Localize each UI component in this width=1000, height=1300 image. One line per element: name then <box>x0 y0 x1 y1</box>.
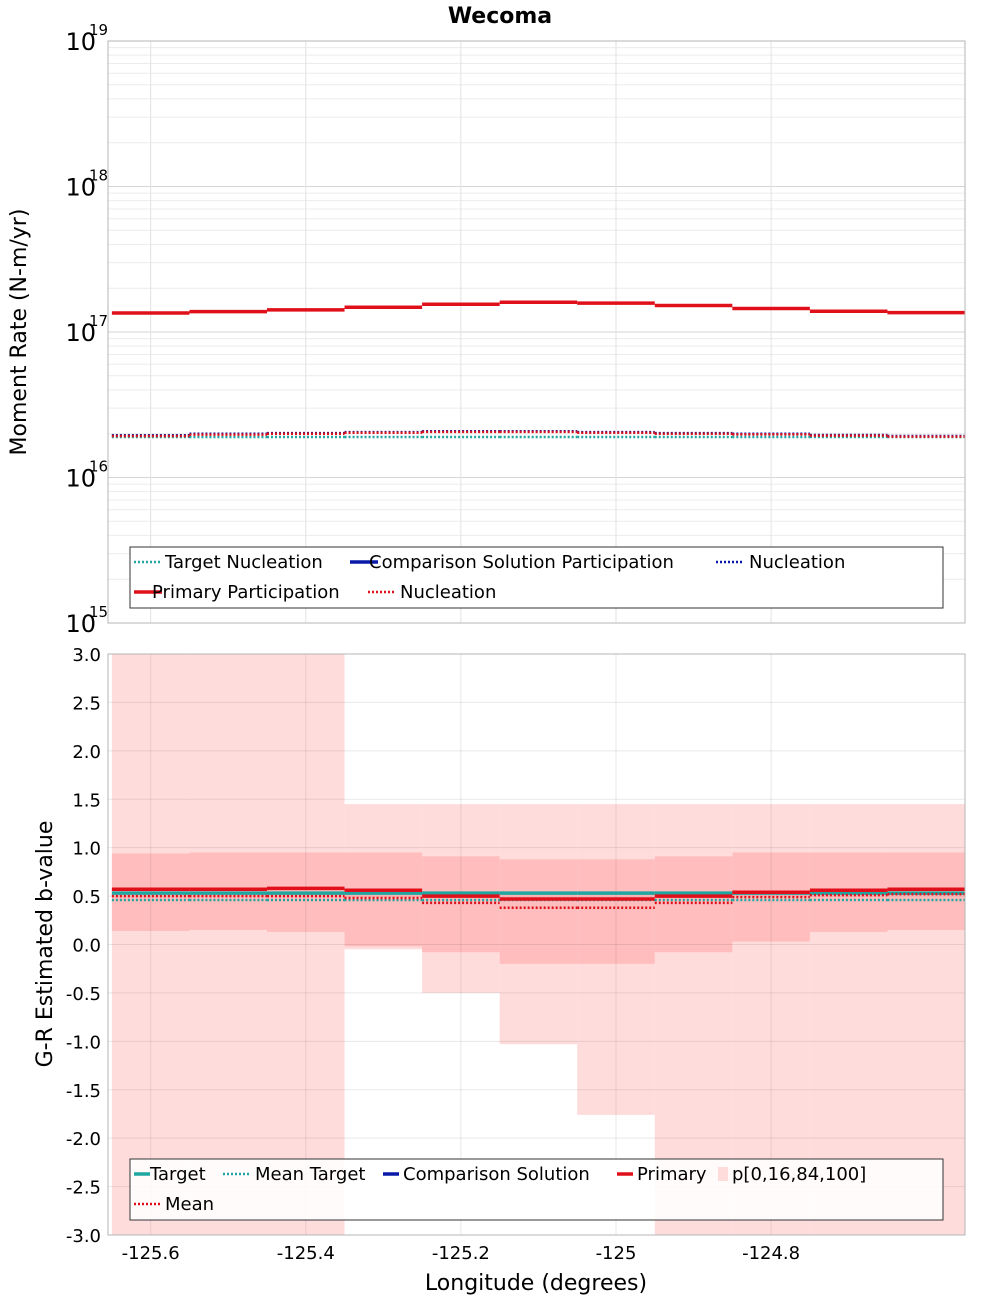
percentile-band-outer <box>189 654 267 1235</box>
y-axis-label-moment-rate: Moment Rate (N-m/yr) <box>7 209 32 456</box>
x-tick-label: -124.8 <box>742 1243 800 1264</box>
legend-label: Primary <box>637 1164 707 1185</box>
y-tick-label-exponent: 15 <box>89 603 108 621</box>
y-tick-label: -1.0 <box>66 1032 101 1053</box>
y-tick-label-base: 10 <box>65 174 96 202</box>
y-tick-label-exponent: 19 <box>89 21 108 39</box>
y-tick-label-base: 10 <box>65 319 96 347</box>
percentile-band-inner <box>577 859 655 964</box>
y-tick-label-exponent: 18 <box>89 167 108 185</box>
legend-label: Target Nucleation <box>164 552 323 573</box>
x-tick-label: -125.4 <box>277 1243 335 1264</box>
percentile-band-inner <box>189 852 267 930</box>
legend-label: Nucleation <box>749 552 845 573</box>
x-tick-label: -125.6 <box>122 1243 180 1264</box>
y-tick-label: -3.0 <box>66 1226 101 1247</box>
percentile-band-inner <box>654 856 733 953</box>
legend-box-top <box>129 546 944 609</box>
percentile-band-outer <box>111 654 190 1235</box>
chart-title: Wecoma <box>448 4 552 29</box>
b-value-panel: -3.0 -2.5 -2.0 -1.5 -1.0 -0.5 0.0 0.5 1.0 1.5 2.0 2… <box>66 645 966 1264</box>
y-tick-label: -2.0 <box>66 1129 101 1150</box>
y-tick-label-base: 10 <box>65 465 96 493</box>
legend-label: Nucleation <box>400 582 496 603</box>
y-tick-label-exponent: 17 <box>89 312 108 330</box>
legend-box-bottom <box>129 1158 944 1221</box>
y-tick-label: 3.0 <box>72 645 101 666</box>
y-tick-label-exponent: 16 <box>89 458 108 476</box>
y-tick-label: -1.5 <box>66 1081 101 1102</box>
y-tick-label: 1.0 <box>72 839 101 860</box>
legend-label: Comparison Solution Participation <box>369 552 674 573</box>
legend-label: Mean Target <box>255 1164 365 1185</box>
legend-label: p[0,16,84,100] <box>732 1164 866 1185</box>
legend-swatch <box>718 1167 728 1181</box>
y-tick-label: 0.0 <box>72 936 101 957</box>
x-tick-label: -125 <box>596 1243 637 1264</box>
percentile-band-outer <box>266 654 345 1235</box>
y-tick-label: -0.5 <box>66 984 101 1005</box>
legend-label: Primary Participation <box>152 582 340 603</box>
y-tick-label-base: 10 <box>65 28 96 56</box>
y-tick-label: 1.5 <box>72 790 101 811</box>
plot-border-bottom <box>107 653 966 1236</box>
percentile-band-inner <box>499 859 578 964</box>
percentile-band-inner <box>887 852 965 930</box>
legend-label: Target <box>149 1164 206 1185</box>
legend-label: Mean <box>165 1194 214 1215</box>
y-axis-label-b-value: G-R Estimated b-value <box>33 821 58 1068</box>
y-tick-label-base: 10 <box>65 610 96 638</box>
plot-border-top <box>107 40 966 624</box>
percentile-band-inner <box>422 856 500 953</box>
legend-label: Comparison Solution <box>403 1164 590 1185</box>
y-tick-label: 2.0 <box>72 742 101 763</box>
y-tick-label: -2.5 <box>66 1178 101 1199</box>
x-tick-label: -125.2 <box>432 1243 490 1264</box>
x-axis-label: Longitude (degrees) <box>425 1271 647 1296</box>
y-tick-label: 0.5 <box>72 887 101 908</box>
y-tick-label: 2.5 <box>72 693 101 714</box>
